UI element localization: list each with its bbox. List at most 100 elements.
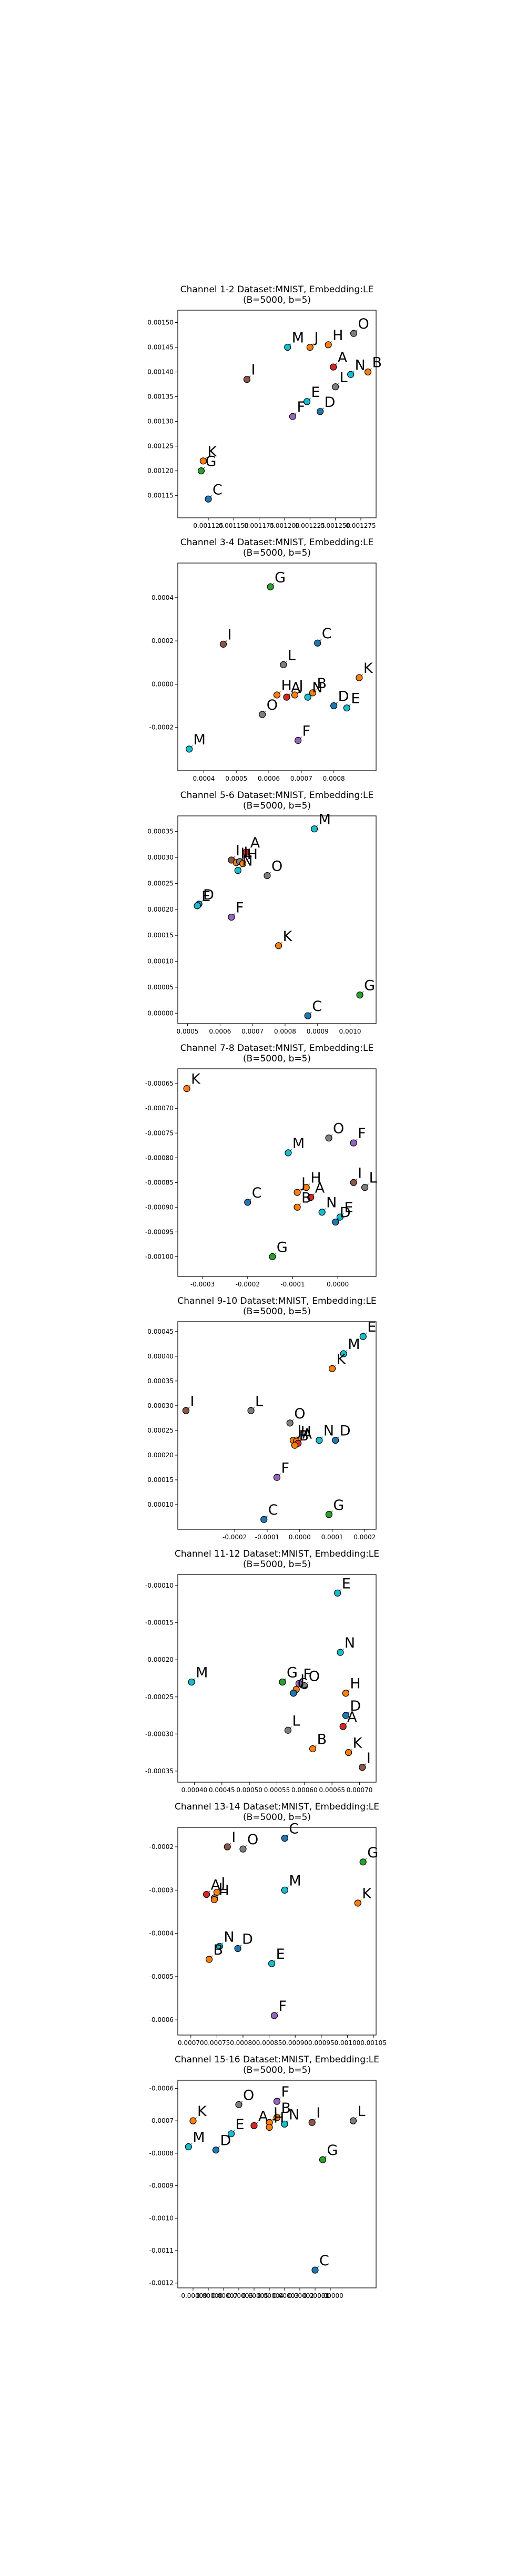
x-tick-label: -0.0002 [222,1534,247,1541]
point-label: A [302,1426,312,1442]
point-label: D [350,1698,361,1714]
point-label: H [247,846,258,863]
y-tick-label: -0.0004 [149,1930,174,1937]
data-point [280,661,287,668]
point-label: M [348,1336,360,1353]
point-label: A [211,1877,221,1894]
data-point [281,1886,288,1894]
point-label: H [301,1424,311,1440]
data-point [359,1333,367,1340]
point-label: L [218,1880,226,1897]
y-tick-label: 0.00140 [147,369,174,376]
point-label: O [309,1669,320,1685]
chart-title: (B=5000, b=5) [243,2065,311,2076]
data-point [188,1678,195,1686]
point-label: L [244,844,251,861]
y-tick-label: -0.0009 [149,2182,174,2190]
point-label: A [258,2108,268,2124]
y-tick-label: -0.00070 [145,1105,174,1112]
data-point [259,711,266,718]
point-label: N [289,2107,299,2123]
point-label: G [367,1845,378,1861]
point-label: G [277,1239,288,1255]
x-tick-label: 0.0000 [327,1281,349,1288]
point-label: K [363,660,373,677]
y-tick-label: -0.00030 [145,1730,174,1737]
data-point [268,1960,276,1967]
chart-panel: Channel 3-4 Dataset:MNIST, Embedding:LE(… [149,537,377,782]
data-point [219,640,227,648]
y-tick-label: 0.00010 [147,958,174,965]
data-point [309,1745,317,1753]
point-label: C [289,1821,299,1837]
point-label: B [372,355,382,371]
y-tick-label: -0.00090 [145,1203,174,1211]
x-tick-label: 0.00045 [209,1786,235,1794]
x-tick-label: 0.0005 [225,775,247,782]
y-tick-label: 0.00120 [147,467,174,475]
point-label: E [344,1200,353,1216]
y-tick-label: -0.0012 [149,2279,174,2287]
point-label: A [347,1709,357,1725]
y-tick-label: -0.00100 [145,1253,174,1260]
point-label: M [292,1136,305,1152]
point-label: H [310,1170,321,1187]
data-point [279,1678,286,1686]
x-tick-label: -0.00007 [209,2292,238,2299]
x-tick-label: 0.001150 [219,522,249,529]
y-tick-label: -0.0002 [149,1843,174,1851]
data-point [224,1843,231,1851]
data-point [285,1149,292,1157]
data-point [350,1139,357,1147]
point-label: G [287,1665,298,1681]
x-tick-label: -0.00005 [240,2292,268,2299]
data-point [350,330,358,337]
x-tick-label: 0.001250 [320,522,350,529]
chart-title: Channel 15-16 Dataset:MNIST, Embedding:L… [175,2054,379,2065]
data-point [210,1896,218,1904]
point-label: M [292,330,304,346]
data-point [197,467,205,475]
data-point [342,1712,350,1719]
point-label: F [281,2084,290,2100]
point-label: D [340,1423,351,1439]
data-point [283,693,290,701]
data-point [281,1834,288,1842]
y-tick-label: -0.00015 [145,1619,174,1627]
point-label: J [300,1175,306,1191]
data-point [356,991,363,999]
data-point [345,1749,352,1756]
y-tick-label: -0.00010 [145,1582,174,1589]
x-tick-label: 0.0000 [289,1534,311,1541]
data-point [343,704,350,712]
point-label: D [203,887,214,903]
data-point [183,1085,190,1092]
x-tick-label: 0.00080 [230,2039,256,2047]
data-point [269,1253,276,1260]
point-label: K [197,2103,207,2120]
point-label: D [325,394,336,411]
point-label: I [190,1393,194,1409]
point-label: O [333,1121,344,1137]
point-label: E [236,2117,245,2133]
data-point [203,1890,210,1898]
data-point [275,942,282,949]
x-tick-label: 0.0009 [307,1028,329,1035]
x-tick-label: -0.0001 [280,1281,305,1288]
point-label: E [367,1319,376,1335]
data-point [273,2114,281,2121]
point-label: E [311,384,320,401]
point-label: O [294,1406,305,1422]
x-tick-label: 0.0001 [321,1534,343,1541]
point-label: B [301,1190,311,1206]
x-tick-label: 0.0010 [339,1028,361,1035]
y-tick-label: 0.00125 [147,443,174,450]
x-tick-label: -0.0001 [255,1534,279,1541]
x-tick-label: -0.00002 [286,2292,314,2299]
chart-title: (B=5000, b=5) [243,1812,311,1823]
plot-frame [177,815,377,1024]
data-point [332,1437,339,1444]
point-label: K [337,1351,347,1367]
data-point [295,737,302,744]
data-point [189,2117,197,2124]
